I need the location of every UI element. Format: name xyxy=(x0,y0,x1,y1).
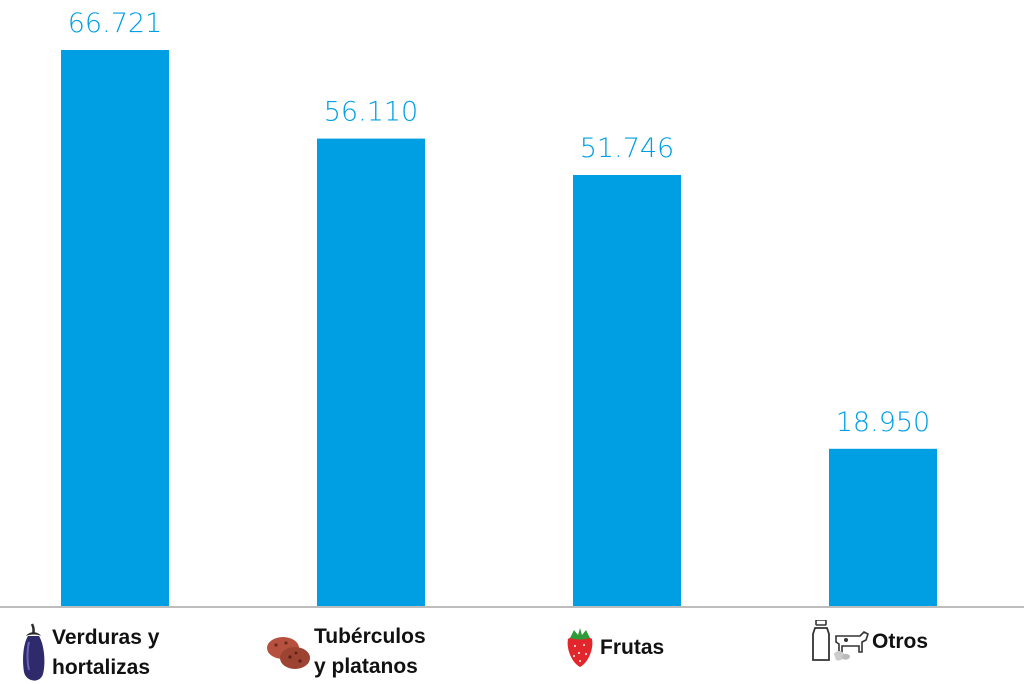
bar-value-label: 56.110 xyxy=(324,97,418,128)
bar xyxy=(317,138,425,607)
bar-chart: 66.721 56.110 51.746 18.950 xyxy=(0,8,1024,608)
category-line: Verduras y xyxy=(52,626,160,649)
category-label-otros: Otros xyxy=(812,620,928,664)
category-label-frutas: Frutas xyxy=(564,627,664,669)
category-line: y platanos xyxy=(314,655,418,678)
milk-cow-icon xyxy=(812,620,869,661)
potato-icon xyxy=(267,637,310,669)
category-label-tuberculos: Tubérculos y platanos xyxy=(266,622,426,682)
category-line: Otros xyxy=(872,630,929,653)
category-label-verduras: Verduras y hortalizas xyxy=(20,622,159,684)
bar xyxy=(61,50,169,607)
bars-group xyxy=(61,50,937,607)
bar xyxy=(829,448,937,607)
category-line: Frutas xyxy=(600,636,665,659)
value-labels-group: 66.721 56.110 51.746 18.950 xyxy=(68,8,930,438)
bar xyxy=(573,175,681,607)
bar-value-label: 18.950 xyxy=(836,407,930,438)
category-line: Tubérculos xyxy=(314,625,426,648)
eggplant-icon xyxy=(23,623,45,681)
bar-value-label: 66.721 xyxy=(68,8,162,39)
bar-value-label: 51.746 xyxy=(580,133,674,164)
strawberry-icon xyxy=(567,628,593,667)
category-line: hortalizas xyxy=(52,656,151,679)
